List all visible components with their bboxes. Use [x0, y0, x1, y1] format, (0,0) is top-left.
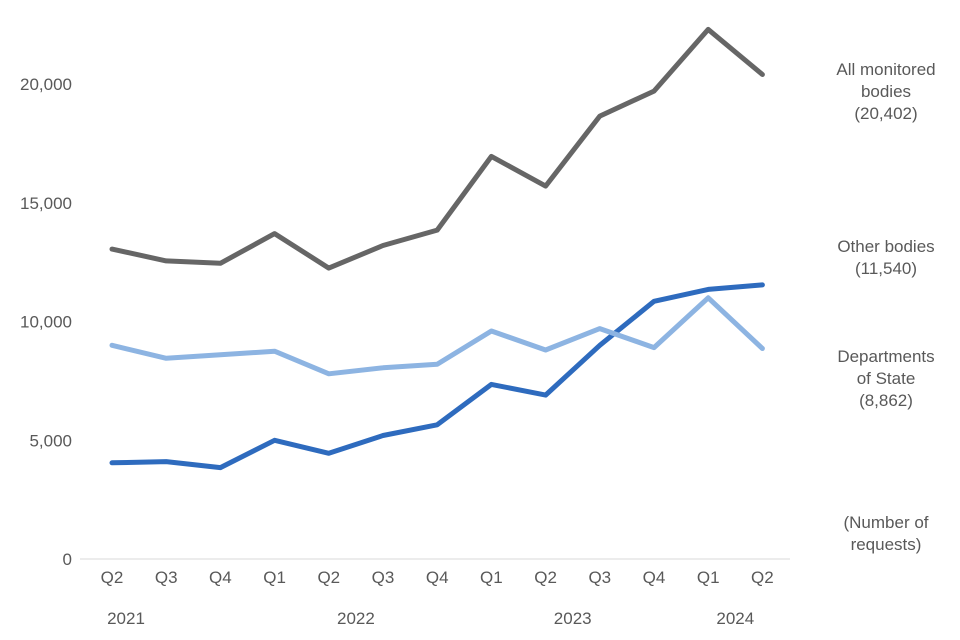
year-label: 2023 [554, 609, 592, 628]
x-tick-label: Q4 [643, 568, 666, 587]
series-line-other [109, 282, 765, 471]
year-label: 2022 [337, 609, 375, 628]
x-tick-label: Q1 [697, 568, 720, 587]
x-tick-label: Q4 [209, 568, 232, 587]
x-tick-label: Q3 [372, 568, 395, 587]
x-tick-label: Q1 [263, 568, 286, 587]
y-tick-label: 20,000 [20, 75, 72, 94]
x-tick-label: Q4 [426, 568, 449, 587]
y-tick-label: 5,000 [29, 431, 72, 450]
x-tick-label: Q2 [534, 568, 557, 587]
series-label-all-monitored: All monitored bodies (20,402) [836, 60, 936, 123]
y-tick-label: 15,000 [20, 194, 72, 213]
series-label-departments-of-state: Departments of State (8,862) [837, 347, 935, 410]
y-tick-label: 10,000 [20, 313, 72, 332]
year-label: 2024 [716, 609, 754, 628]
x-tick-label: Q1 [480, 568, 503, 587]
x-tick-label: Q3 [588, 568, 611, 587]
y-axis-ticks: 0 5,000 10,000 15,000 20,000 [20, 75, 72, 569]
series-line-departments [109, 295, 765, 377]
series-line-all [109, 26, 765, 271]
year-label: 2021 [107, 609, 145, 628]
year-labels: 2021 2022 2023 2024 [107, 609, 754, 628]
x-tick-label: Q3 [155, 568, 178, 587]
y-tick-label: 0 [63, 550, 72, 569]
unit-note: (Number of requests) [843, 513, 929, 554]
x-tick-label: Q2 [751, 568, 774, 587]
x-tick-label: Q2 [101, 568, 124, 587]
x-tick-label: Q2 [317, 568, 340, 587]
x-axis-ticks: Q2 Q3 Q4 Q1 Q2 Q3 Q4 Q1 Q2 Q3 Q4 Q1 Q2 [101, 568, 774, 587]
series-label-other-bodies: Other bodies (11,540) [837, 237, 935, 278]
series-lines [109, 26, 765, 471]
